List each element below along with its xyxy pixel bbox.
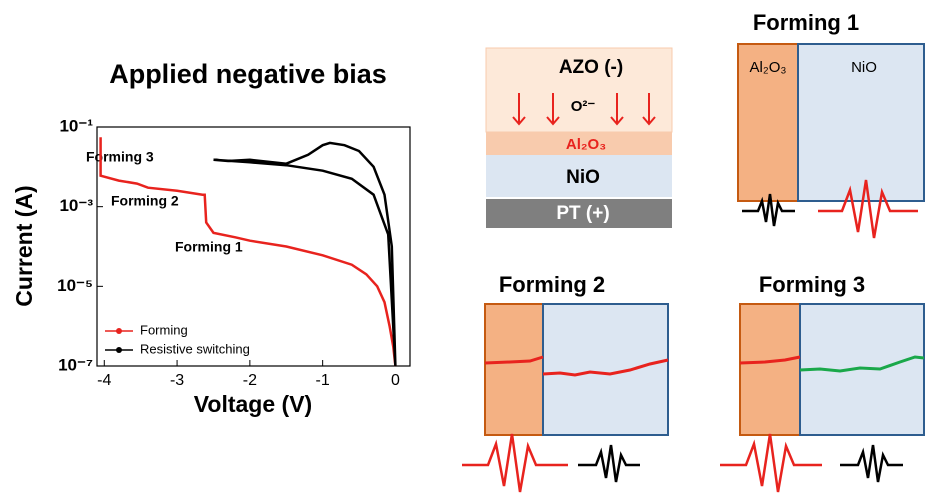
pulse <box>720 433 822 493</box>
series-line <box>99 137 397 367</box>
layer-label: NiO <box>566 167 600 188</box>
x-tick-label: -2 <box>243 372 257 389</box>
ion-arrows <box>512 93 656 126</box>
al2o3-block <box>484 303 544 436</box>
pulse <box>818 179 918 239</box>
annotation: Forming 2 <box>111 193 179 209</box>
legend-marker <box>116 347 122 353</box>
y-tick-label: 10⁻⁵ <box>57 276 93 295</box>
nio-layer <box>486 155 672 197</box>
nio-block <box>542 303 669 436</box>
forming-3-panel: Forming 3 <box>720 272 925 493</box>
pulse <box>578 444 640 483</box>
series-line <box>213 141 397 367</box>
y-axis-label: Current (A) <box>11 185 37 306</box>
forming-1-panel: Forming 1 Al₂O₃ NiO <box>737 10 925 239</box>
filament <box>799 355 925 373</box>
block-label: NiO <box>851 59 877 76</box>
al2o3-layer <box>486 132 672 155</box>
azo-layer <box>485 47 673 133</box>
annotation: Forming 3 <box>86 149 154 165</box>
layer-stack: AZO (-) O²⁻ Al₂O₃ NiO PT (+) <box>485 47 673 228</box>
panel-title: Forming 2 <box>499 272 605 297</box>
annotation: Forming 1 <box>175 239 243 255</box>
plot: -4 -3 -2 -1 0 10⁻⁷ 10⁻⁵ 10⁻³ 10⁻¹ Forming Resistiv… <box>57 116 400 389</box>
nio-block <box>797 43 925 202</box>
y-tick-label: 10⁻¹ <box>59 116 93 135</box>
layer-label: AZO (-) <box>559 57 623 78</box>
al2o3-block <box>739 303 801 436</box>
plot-frame <box>96 126 411 367</box>
legend-label: Forming <box>140 322 188 337</box>
panel-title: Forming 1 <box>753 10 859 35</box>
filament <box>739 355 801 365</box>
pulse <box>840 444 903 483</box>
legend-label: Resistive switching <box>140 341 250 356</box>
forming-2-panel: Forming 2 <box>462 272 669 493</box>
y-tick-label: 10⁻³ <box>59 196 93 215</box>
legend-marker <box>116 328 122 334</box>
filament <box>484 355 669 377</box>
x-axis-label: Voltage (V) <box>194 391 312 417</box>
x-tick-label: 0 <box>391 372 400 389</box>
x-tick-label: -4 <box>97 372 111 389</box>
x-tick-label: -1 <box>316 372 330 389</box>
layer-label: Al₂O₃ <box>566 136 606 153</box>
chart-title: Applied negative bias <box>109 59 387 89</box>
panel-title: Forming 3 <box>759 272 865 297</box>
y-tick-label: 10⁻⁷ <box>58 355 93 374</box>
x-tick-label: -3 <box>170 372 184 389</box>
pulse <box>742 193 795 227</box>
ion-label: O²⁻ <box>571 98 596 115</box>
pulse <box>462 433 568 493</box>
pt-layer <box>486 199 672 228</box>
block-label: Al₂O₃ <box>750 59 787 76</box>
layer-label: PT (+) <box>556 203 609 224</box>
